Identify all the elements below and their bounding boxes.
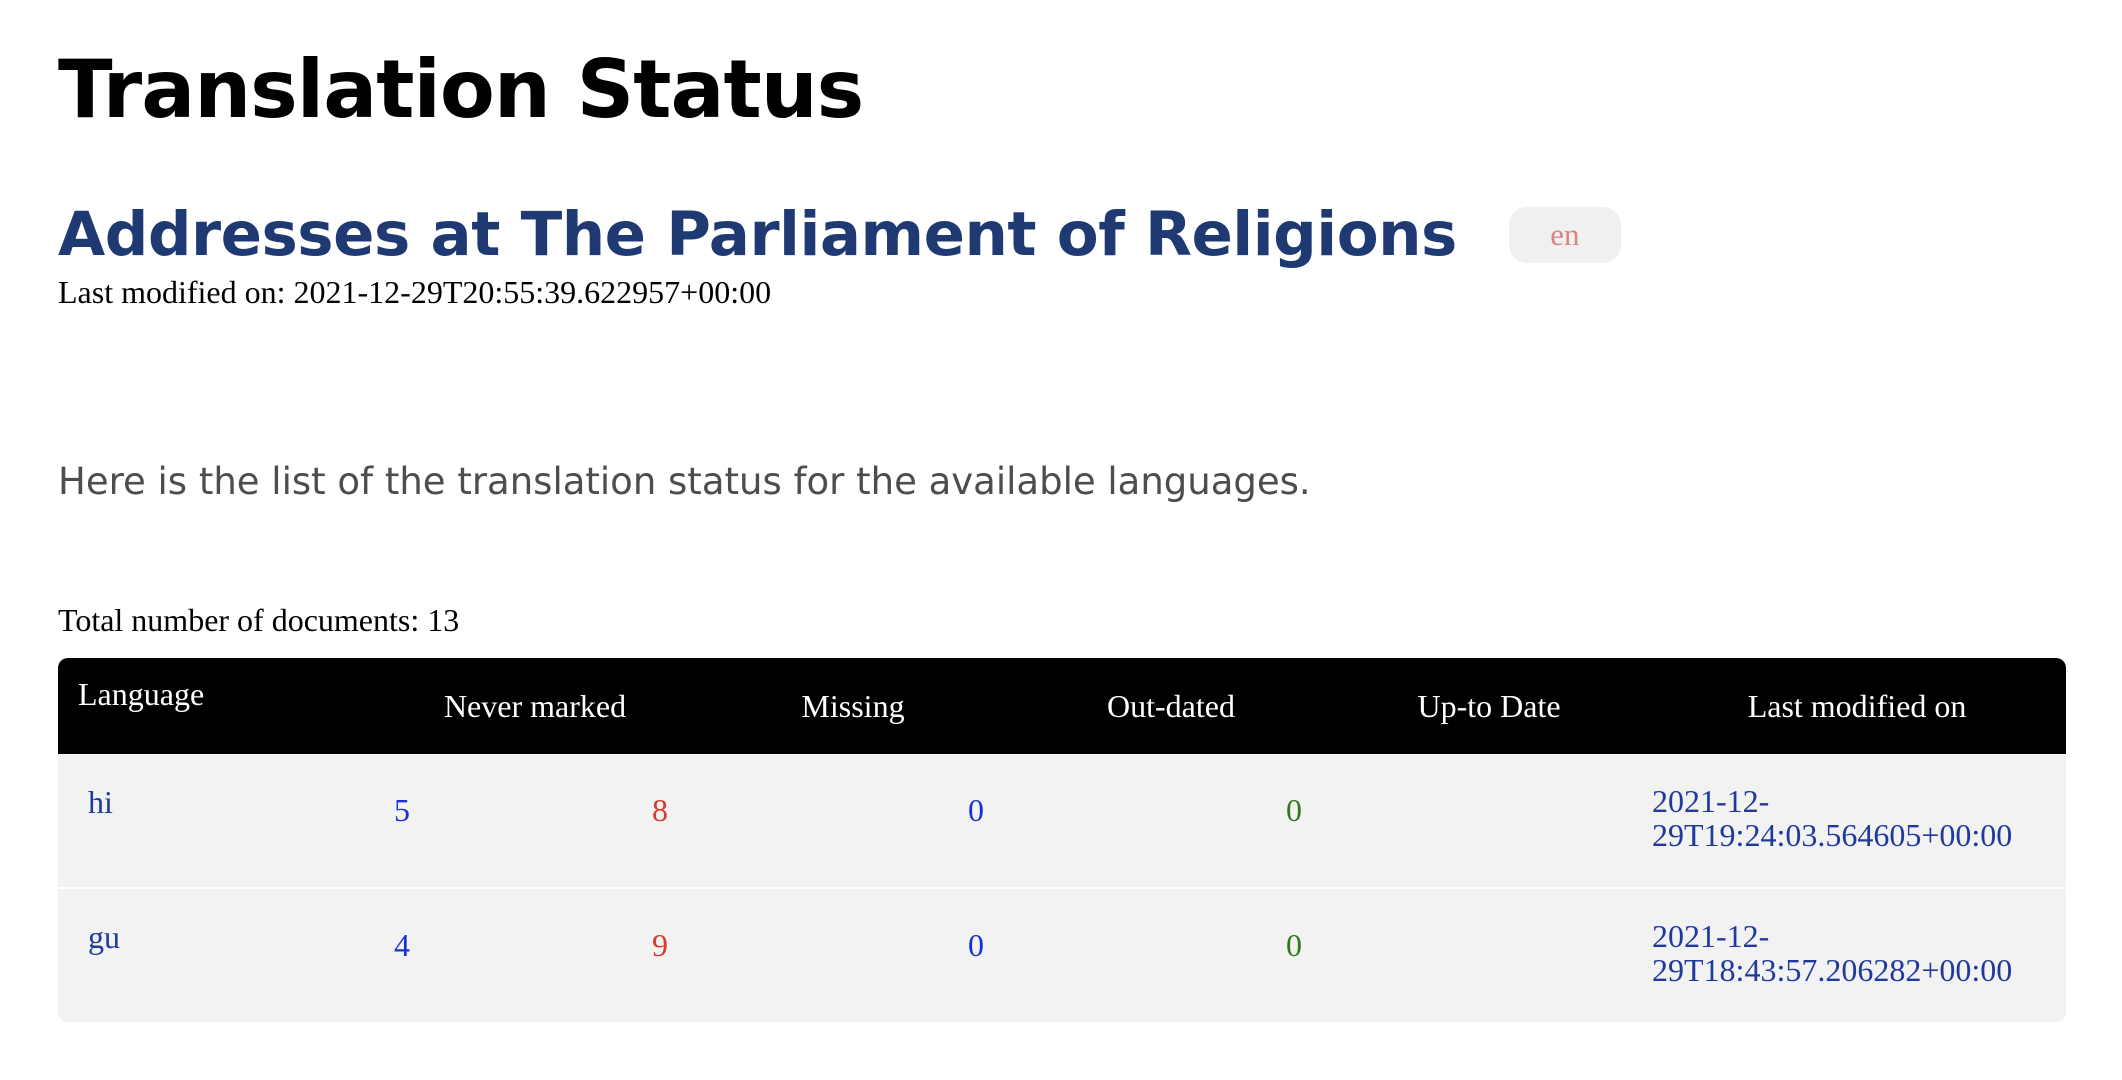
language-cell: hi [58, 754, 376, 888]
header-language: Language [78, 676, 205, 712]
language-link[interactable]: gu [88, 919, 120, 955]
up-to-date-count: 0 [1286, 792, 1302, 828]
intro-text: Here is the list of the translation stat… [58, 460, 1311, 503]
header-missing: Missing [801, 687, 905, 724]
never-marked-count: 4 [394, 927, 410, 963]
missing-count: 8 [652, 792, 668, 828]
total-documents-label: Total number of documents: [58, 602, 420, 638]
last-modified-label: Last modified on: [58, 274, 286, 310]
language-link[interactable]: hi [88, 784, 113, 820]
header-never-marked: Never marked [443, 687, 627, 724]
last-modified-line1: 2021-12- [1652, 918, 1770, 954]
never-marked-cell: 4 [376, 887, 694, 1022]
last-modified-cell: 2021-12- 29T19:24:03.564605+00:00 [1648, 754, 2066, 888]
table-row: hi 5 8 0 0 2021-12- 29T19:24:03.564605+0… [58, 754, 2066, 888]
last-modified-line2: 29T19:24:03.564605+00:00 [1652, 817, 2013, 853]
table-row: gu 4 9 0 0 2021-12- 29T18:43:57.206282+0… [58, 887, 2066, 1022]
last-modified-line2: 29T18:43:57.206282+00:00 [1652, 952, 2013, 988]
document-last-modified: Last modified on: 2021-12-29T20:55:39.62… [58, 272, 771, 312]
document-title: Addresses at The Parliament of Religions [58, 199, 1457, 270]
never-marked-cell: 5 [376, 754, 694, 888]
up-to-date-count: 0 [1286, 927, 1302, 963]
missing-count: 9 [652, 927, 668, 963]
header-outdated: Out-dated [1107, 687, 1235, 724]
missing-cell: 8 [652, 754, 1012, 888]
up-to-date-cell: 0 [1286, 754, 1648, 888]
outdated-cell: 0 [968, 887, 1330, 1022]
never-marked-count: 5 [394, 792, 410, 828]
total-documents-value: 13 [427, 602, 460, 638]
language-badge: en [1508, 207, 1621, 263]
language-cell: gu [58, 887, 376, 1022]
total-documents: Total number of documents: 13 [58, 600, 459, 640]
last-modified-line1: 2021-12- [1652, 783, 1770, 819]
document-header: Addresses at The Parliament of Religions… [58, 195, 1621, 275]
header-last-modified: Last modified on [1747, 687, 1967, 724]
up-to-date-cell: 0 [1286, 887, 1648, 1022]
table-header-row: Language Never marked Missing Out-dated … [58, 658, 2066, 754]
page-title: Translation Status [58, 43, 864, 136]
outdated-count: 0 [968, 927, 984, 963]
last-modified-value: 2021-12-29T20:55:39.622957+00:00 [293, 274, 772, 310]
outdated-cell: 0 [968, 754, 1330, 888]
last-modified-cell: 2021-12- 29T18:43:57.206282+00:00 [1648, 887, 2066, 1022]
header-up-to-date: Up-to Date [1417, 687, 1561, 724]
missing-cell: 9 [652, 887, 1012, 1022]
outdated-count: 0 [968, 792, 984, 828]
translation-status-table: Language Never marked Missing Out-dated … [58, 658, 2066, 1022]
